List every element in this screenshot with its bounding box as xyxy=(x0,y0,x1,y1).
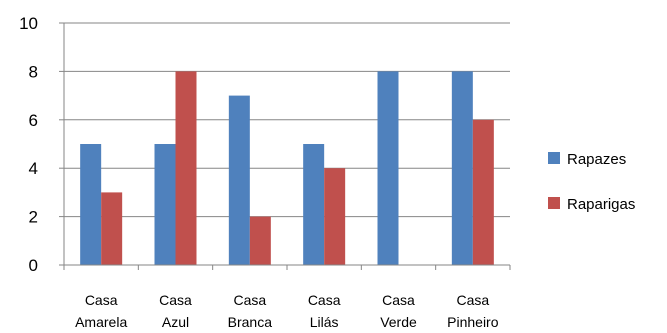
x-category-label: Amarela xyxy=(75,314,127,330)
bar-rapazes-3 xyxy=(303,144,325,265)
bar-raparigas-2 xyxy=(249,216,271,265)
bar-raparigas-1 xyxy=(175,71,197,266)
legend: Rapazes Raparigas xyxy=(548,151,635,213)
legend-label-raparigas: Raparigas xyxy=(567,196,635,213)
bar-rapazes-5 xyxy=(451,71,473,266)
x-axis-tick-marks xyxy=(59,22,511,270)
gridlines xyxy=(64,22,510,218)
bar-raparigas-0 xyxy=(101,192,123,265)
x-category-label: Pinheiro xyxy=(447,314,499,330)
x-category-label: Casa xyxy=(308,292,341,308)
bar-rapazes-4 xyxy=(377,71,399,266)
x-category-label: Casa xyxy=(382,292,415,308)
x-axis-category-labels: Casa Amarela Casa Azul Casa Branca Casa Lilás Ca… xyxy=(75,292,499,330)
y-tick-label: 0 xyxy=(29,256,38,275)
y-tick-label: 6 xyxy=(29,111,38,130)
legend-swatch-rapazes xyxy=(548,152,560,164)
x-category-label: Branca xyxy=(228,314,273,330)
y-tick-label: 8 xyxy=(29,62,38,81)
legend-swatch-raparigas xyxy=(548,197,560,209)
x-category-label: Casa xyxy=(233,292,266,308)
bars xyxy=(80,71,494,266)
y-axis-tick-labels: 0 2 4 6 8 10 xyxy=(19,14,38,275)
bar-raparigas-5 xyxy=(472,119,494,265)
bar-rapazes-1 xyxy=(154,144,176,265)
bar-rapazes-0 xyxy=(80,144,102,265)
y-tick-label: 2 xyxy=(29,208,38,227)
x-category-label: Casa xyxy=(85,292,118,308)
bar-rapazes-2 xyxy=(228,95,250,265)
bar-raparigas-3 xyxy=(324,168,346,265)
x-category-label: Verde xyxy=(380,314,417,330)
y-tick-label: 4 xyxy=(29,159,38,178)
x-category-label: Azul xyxy=(162,314,189,330)
x-category-label: Casa xyxy=(456,292,489,308)
y-tick-label: 10 xyxy=(19,14,38,33)
x-category-label: Lilás xyxy=(310,314,339,330)
legend-label-rapazes: Rapazes xyxy=(567,151,626,168)
x-category-label: Casa xyxy=(159,292,192,308)
